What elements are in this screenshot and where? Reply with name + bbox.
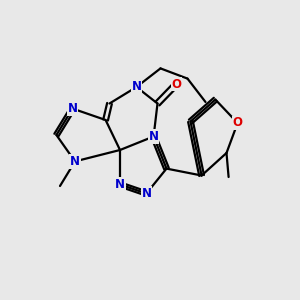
Text: N: N: [70, 155, 80, 168]
Text: N: N: [68, 102, 78, 115]
Text: O: O: [232, 116, 243, 130]
Text: N: N: [141, 187, 152, 200]
Text: N: N: [148, 130, 159, 143]
Text: O: O: [171, 77, 182, 91]
Text: N: N: [115, 178, 125, 191]
Text: N: N: [131, 80, 142, 94]
